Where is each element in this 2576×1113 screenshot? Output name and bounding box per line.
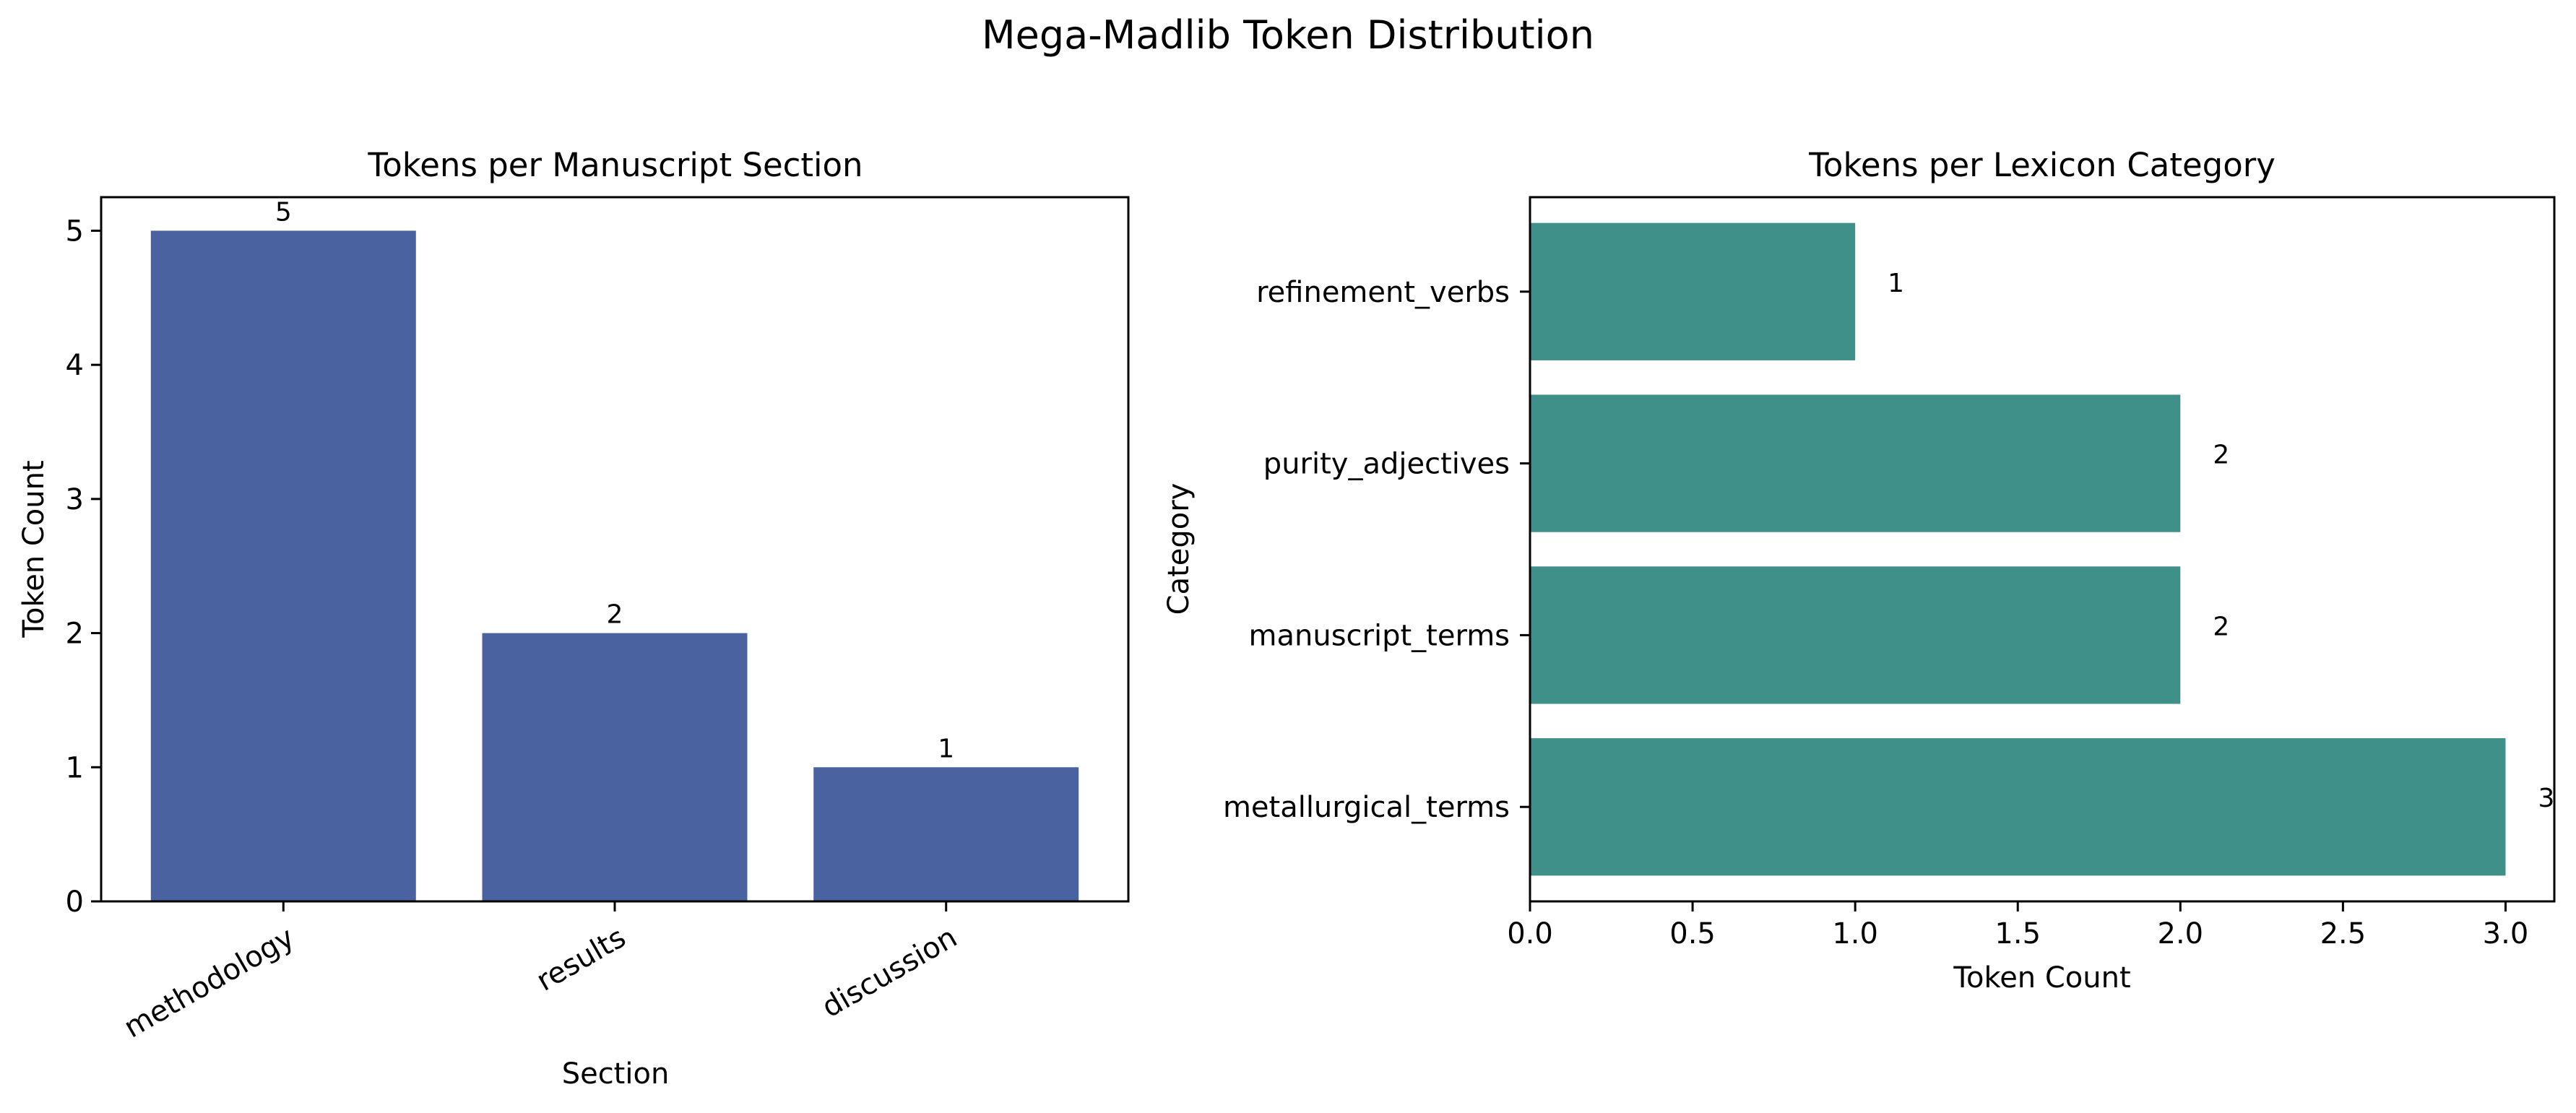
right-bars: 3 2 2 1 — [1530, 222, 2554, 876]
x-tick-label: 0.5 — [1669, 917, 1716, 950]
y-tick-label: 5 — [66, 215, 84, 248]
bar-value-label: 2 — [607, 600, 623, 630]
x-tick-label: 2.5 — [2320, 917, 2367, 950]
x-tick-label: 3.0 — [2483, 917, 2529, 950]
bar-metallurgical_terms — [1530, 738, 2506, 876]
bar-purity_adjectives — [1530, 394, 2181, 532]
bar-value-label: 2 — [2213, 441, 2229, 470]
bar-discussion — [813, 767, 1079, 901]
left-x-axis: methodology results discussion — [118, 901, 963, 1044]
right-y-axis-label: Category — [1162, 483, 1196, 615]
bar-results — [482, 633, 748, 901]
left-x-axis-label: Section — [562, 1057, 670, 1091]
bar-value-label: 1 — [938, 734, 954, 763]
bar-value-label: 3 — [2538, 784, 2554, 813]
bar-methodology — [150, 230, 416, 901]
bar-manuscript_terms — [1530, 566, 2181, 704]
bar-value-label: 2 — [2213, 612, 2229, 641]
y-tick-label: 4 — [66, 349, 84, 382]
right-plot-frame — [1529, 196, 2556, 903]
y-tick-label: 3 — [66, 483, 84, 516]
y-tick-label: purity_adjectives — [1263, 448, 1510, 481]
right-y-axis: metallurgical_terms manuscript_terms purit… — [1223, 276, 1530, 824]
bar-value-label: 1 — [1888, 269, 1904, 298]
figure-title: Mega-Madlib Token Distribution — [982, 12, 1594, 58]
x-tick-label: 2.0 — [2158, 917, 2204, 950]
x-tick-label: 0.0 — [1507, 917, 1553, 950]
x-tick-label: methodology — [118, 921, 300, 1045]
x-tick-label: results — [531, 921, 631, 998]
y-tick-label: manuscript_terms — [1249, 619, 1510, 652]
y-tick-label: metallurgical_terms — [1223, 791, 1510, 824]
left-chart-title: Tokens per Manuscript Section — [367, 146, 863, 184]
bar-value-label: 5 — [275, 197, 292, 227]
x-tick-label: discussion — [816, 921, 963, 1024]
x-tick-label: 1.5 — [1994, 917, 2041, 950]
right-chart-title: Tokens per Lexicon Category — [1808, 146, 2275, 184]
right-x-axis-label: Token Count — [1953, 961, 2130, 995]
bar-refinement_verbs — [1530, 222, 1856, 360]
left-chart: Tokens per Manuscript Section 5 2 1 0 1 2 3 4 5… — [17, 146, 1130, 1091]
right-x-axis: 0.0 0.5 1.0 1.5 2.0 2.5 3.0 — [1507, 901, 2528, 950]
y-tick-label: 0 — [66, 885, 84, 919]
left-bars: 5 2 1 — [150, 197, 1079, 901]
right-chart: Tokens per Lexicon Category 3 2 2 1 metallu… — [1162, 146, 2556, 995]
y-tick-label: refinement_verbs — [1256, 276, 1510, 309]
left-plot-frame — [100, 196, 1130, 903]
x-tick-label: 1.0 — [1832, 917, 1878, 950]
y-tick-label: 2 — [66, 618, 84, 651]
y-tick-label: 1 — [66, 751, 84, 784]
left-y-axis: 0 1 2 3 4 5 — [66, 215, 101, 919]
left-y-axis-label: Token Count — [17, 460, 51, 638]
